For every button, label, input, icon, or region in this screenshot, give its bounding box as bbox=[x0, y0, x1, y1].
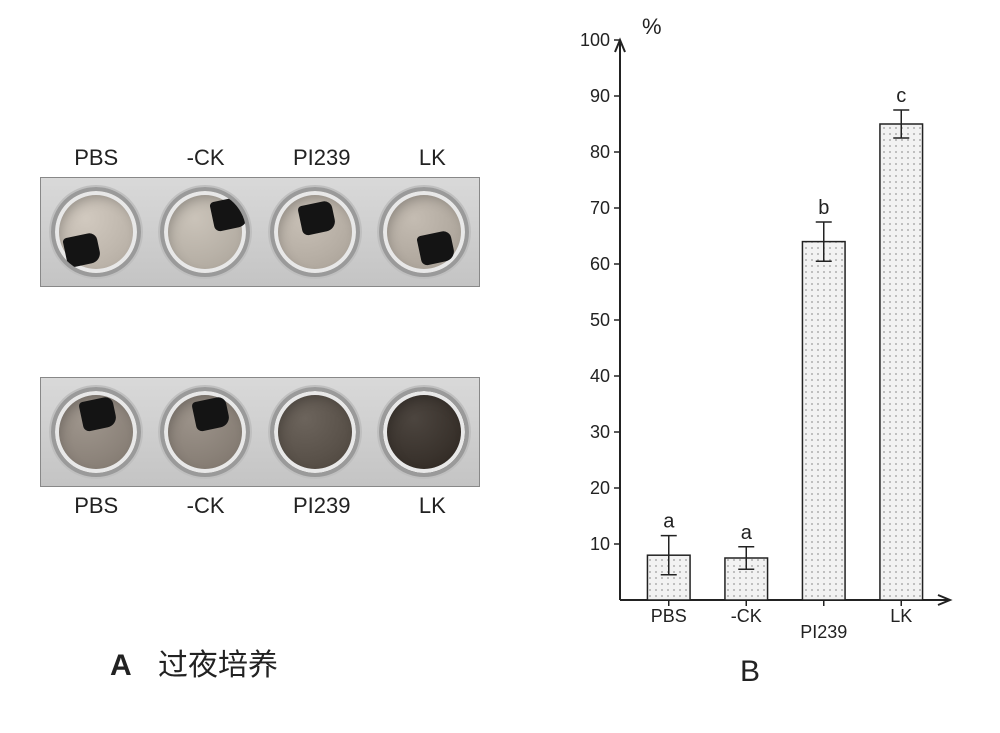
well-circle bbox=[270, 187, 360, 277]
panel-a: PBS -CK PI239 LK PBS -CK PI239 LK bbox=[40, 145, 480, 519]
well-circle bbox=[160, 387, 250, 477]
panel-b: 10 20 30 40 50 60 70 80 90 100% a PBS a -CK b PI239 c LK bbox=[540, 0, 970, 640]
y-tick-label: 80 bbox=[590, 142, 610, 162]
well bbox=[151, 178, 261, 286]
figure-root: PBS -CK PI239 LK PBS -CK PI239 LK A 过夜培养… bbox=[0, 0, 1000, 733]
panel-b-caption: B bbox=[740, 655, 760, 689]
y-tick-label: 10 bbox=[590, 534, 610, 554]
well-circle bbox=[51, 387, 141, 477]
well bbox=[41, 378, 151, 486]
category-label: LK bbox=[890, 606, 912, 626]
bar-chart: 10 20 30 40 50 60 70 80 90 100% a PBS a -CK b PI239 c LK bbox=[540, 0, 970, 640]
well-label: PBS bbox=[74, 145, 118, 171]
sig-label: a bbox=[663, 511, 675, 533]
panel-a-text: 过夜培养 bbox=[158, 649, 278, 682]
well-circle bbox=[51, 187, 141, 277]
y-tick-label: 70 bbox=[590, 198, 610, 218]
category-label: -CK bbox=[731, 606, 762, 626]
well bbox=[370, 378, 480, 486]
bar bbox=[880, 124, 923, 600]
well-row-top bbox=[40, 177, 480, 287]
y-tick-label: 20 bbox=[590, 478, 610, 498]
panel-a-caption: A 过夜培养 bbox=[110, 640, 278, 684]
sig-label: b bbox=[818, 197, 829, 219]
well-circle bbox=[379, 387, 469, 477]
sample-blot bbox=[417, 230, 456, 266]
well bbox=[151, 378, 261, 486]
sample-blot bbox=[192, 396, 231, 432]
well-circle bbox=[160, 187, 250, 277]
well-circle bbox=[270, 387, 360, 477]
well bbox=[370, 178, 480, 286]
panel-a-top-labels: PBS -CK PI239 LK bbox=[40, 145, 480, 171]
well-label: -CK bbox=[187, 145, 225, 171]
well bbox=[260, 378, 370, 486]
y-axis-label: % bbox=[642, 14, 662, 39]
y-tick-label: 100 bbox=[580, 30, 610, 50]
well-label: LK bbox=[419, 493, 446, 519]
sample-blot bbox=[78, 396, 117, 432]
panel-a-bottom-labels: PBS -CK PI239 LK bbox=[40, 493, 480, 519]
well-label: LK bbox=[419, 145, 446, 171]
panel-a-letter: A bbox=[110, 649, 132, 682]
sample-blot bbox=[297, 200, 336, 236]
y-tick-label: 60 bbox=[590, 254, 610, 274]
y-tick-label: 30 bbox=[590, 422, 610, 442]
sample-blot bbox=[62, 232, 101, 268]
well-row-bottom bbox=[40, 377, 480, 487]
well bbox=[41, 178, 151, 286]
well-circle bbox=[379, 187, 469, 277]
well-label: PI239 bbox=[293, 145, 351, 171]
y-tick-label: 40 bbox=[590, 366, 610, 386]
sig-label: a bbox=[741, 522, 753, 544]
sample-blot bbox=[210, 196, 249, 232]
bar bbox=[802, 242, 845, 600]
well-label: -CK bbox=[187, 493, 225, 519]
category-label: PI239 bbox=[800, 622, 847, 640]
sig-label: c bbox=[896, 85, 906, 107]
panel-b-letter: B bbox=[740, 655, 760, 688]
y-tick-label: 50 bbox=[590, 310, 610, 330]
well-label: PBS bbox=[74, 493, 118, 519]
category-label: PBS bbox=[651, 606, 687, 626]
y-tick-label: 90 bbox=[590, 86, 610, 106]
well bbox=[260, 178, 370, 286]
well-label: PI239 bbox=[293, 493, 351, 519]
